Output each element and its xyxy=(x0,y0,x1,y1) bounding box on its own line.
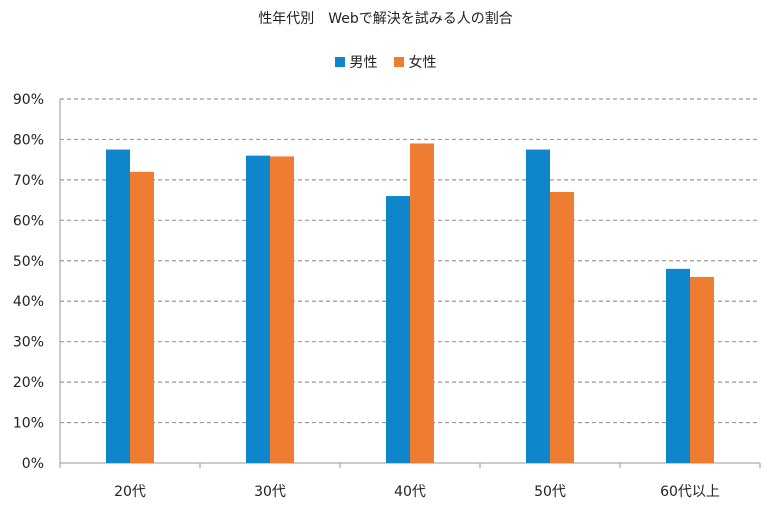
x-tick-label: 20代 xyxy=(114,484,146,500)
bar-male xyxy=(526,149,550,464)
y-tick-label: 90% xyxy=(13,92,44,108)
y-tick-label: 10% xyxy=(13,416,44,432)
x-tick-label: 30代 xyxy=(254,484,286,500)
bar-male xyxy=(386,196,410,464)
legend-swatch-male xyxy=(334,57,345,67)
bar-male xyxy=(666,268,690,463)
y-tick-label: 0% xyxy=(22,456,44,472)
y-tick-label: 70% xyxy=(13,173,44,189)
legend-item-male: 男性 xyxy=(334,52,378,72)
chart-title: 性年代別 Webで解決を試みる人の割合 xyxy=(258,11,513,27)
bar-female xyxy=(410,143,434,463)
y-tick-label: 20% xyxy=(13,375,44,391)
legend-swatch-female xyxy=(393,57,404,67)
bar-female xyxy=(550,192,574,463)
y-tick-label: 60% xyxy=(13,213,44,229)
y-tick-label: 80% xyxy=(13,132,44,148)
bar-male xyxy=(246,155,270,463)
x-tick-label: 50代 xyxy=(534,484,566,500)
bar-female xyxy=(130,171,154,464)
legend: 男性 女性 xyxy=(0,52,771,72)
legend-label-male: 男性 xyxy=(349,55,378,71)
y-tick-label: 40% xyxy=(13,294,44,310)
legend-label-female: 女性 xyxy=(408,55,437,71)
x-tick-label: 40代 xyxy=(394,484,426,500)
legend-item-female: 女性 xyxy=(393,52,437,72)
bar-female xyxy=(270,156,294,464)
y-tick-label: 50% xyxy=(13,254,44,270)
x-tick-label: 60代以上 xyxy=(660,484,720,500)
bar-male xyxy=(106,149,130,464)
bar-female xyxy=(690,276,714,463)
y-tick-label: 30% xyxy=(13,335,44,351)
